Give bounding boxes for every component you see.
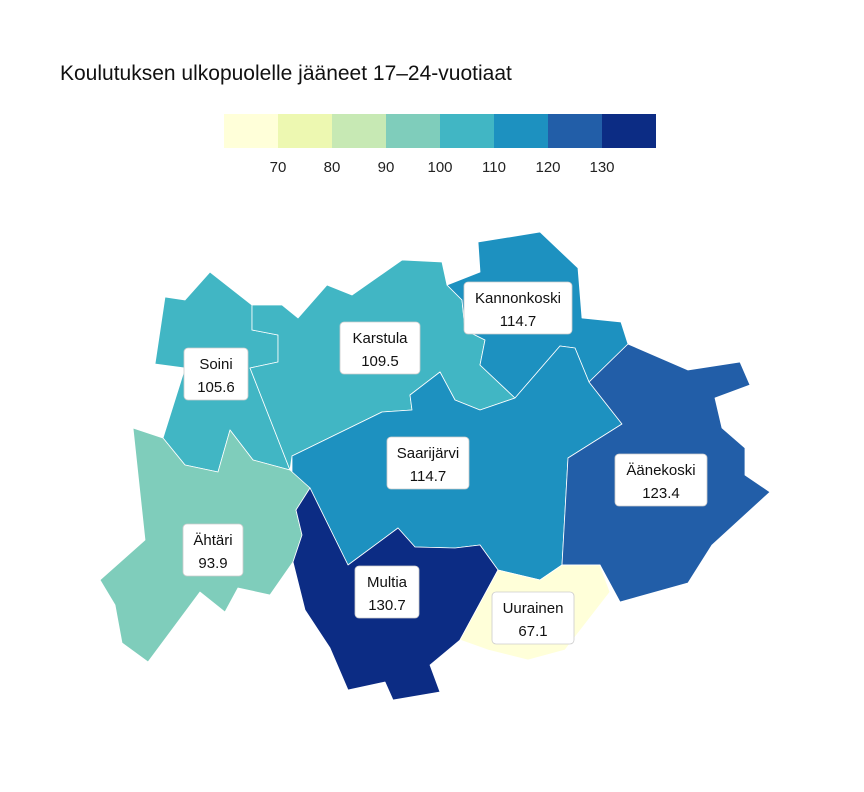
legend-tick-label: 90 — [378, 159, 395, 176]
region-name: Multia — [367, 574, 408, 591]
legend-swatch — [332, 114, 386, 148]
region-value: 114.7 — [410, 468, 446, 485]
label-box — [463, 281, 573, 335]
legend-swatch — [224, 114, 278, 148]
color-legend: 70 80 90 100 110 120 130 — [224, 114, 656, 176]
label-box — [182, 523, 244, 577]
legend-swatch — [440, 114, 494, 148]
legend-tick-label: 100 — [427, 159, 452, 176]
region-value: 67.1 — [518, 623, 547, 640]
region-value: 93.9 — [198, 555, 227, 572]
region-label: Saarijärvi 114.7 — [386, 436, 470, 490]
map-title: Koulutuksen ulkopuolelle jääneet 17–24-v… — [60, 62, 512, 85]
region-label: Karstula 109.5 — [339, 321, 421, 375]
region-name: Uurainen — [503, 600, 564, 617]
legend-swatch — [602, 114, 656, 148]
region-value: 130.7 — [368, 597, 406, 614]
legend-tick-label: 70 — [270, 159, 287, 176]
legend-ticks: 70 80 90 100 110 120 130 — [270, 159, 615, 176]
legend-swatch — [548, 114, 602, 148]
region-value: 105.6 — [197, 379, 235, 396]
region-name: Äänekoski — [626, 462, 695, 479]
region-label: Äänekoski 123.4 — [614, 453, 708, 507]
region-value: 109.5 — [361, 353, 399, 370]
region-name: Soini — [199, 356, 232, 373]
label-box — [183, 347, 249, 401]
legend-swatches — [224, 114, 656, 148]
legend-tick-label: 120 — [535, 159, 560, 176]
legend-swatch — [494, 114, 548, 148]
region-name: Karstula — [352, 330, 408, 347]
region-labels: Soini105.6Karstula109.5Kannonkoski114.7S… — [182, 281, 708, 645]
label-box — [386, 436, 470, 490]
legend-swatch — [278, 114, 332, 148]
region-label: Multia 130.7 — [354, 565, 420, 619]
legend-swatch — [386, 114, 440, 148]
label-box — [354, 565, 420, 619]
region-label: Soini 105.6 — [183, 347, 249, 401]
legend-tick-label: 110 — [482, 159, 506, 176]
region-value: 123.4 — [642, 485, 680, 502]
region-name: Saarijärvi — [397, 445, 460, 462]
legend-tick-label: 80 — [324, 159, 341, 176]
label-box — [491, 591, 575, 645]
region-label: Uurainen 67.1 — [491, 591, 575, 645]
region-label: Ähtäri 93.9 — [182, 523, 244, 577]
region-name: Kannonkoski — [475, 290, 561, 307]
label-box — [339, 321, 421, 375]
label-box — [614, 453, 708, 507]
legend-tick-label: 130 — [589, 159, 614, 176]
region-name: Ähtäri — [193, 532, 232, 549]
region-label: Kannonkoski 114.7 — [463, 281, 573, 335]
region-value: 114.7 — [500, 313, 536, 330]
